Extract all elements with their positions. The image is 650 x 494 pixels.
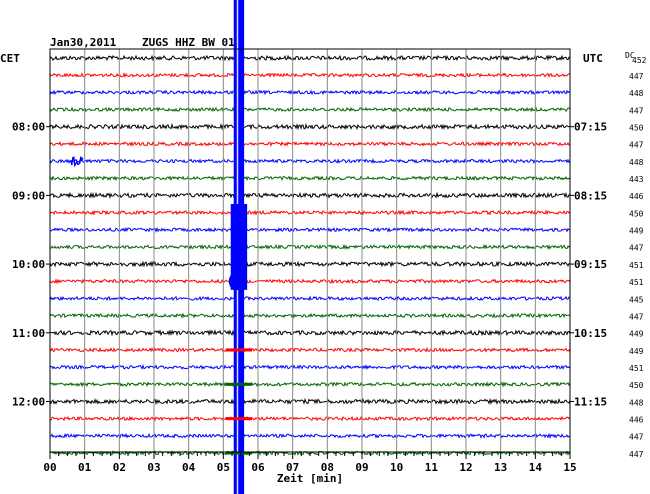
trace-row-4 bbox=[49, 106, 571, 113]
x-tick-label: 07 bbox=[286, 461, 299, 474]
left-time-label: 09:00 bbox=[12, 189, 45, 202]
left-time-label: 11:00 bbox=[12, 327, 45, 340]
dc-label: DC bbox=[625, 51, 635, 60]
dc-value: 445 bbox=[629, 295, 644, 304]
trace-row-22 bbox=[49, 415, 571, 422]
trace-row-19 bbox=[49, 363, 571, 371]
event-row-bleed-19 bbox=[225, 382, 253, 386]
x-tick-label: 13 bbox=[494, 461, 507, 474]
dc-value: 450 bbox=[629, 209, 644, 218]
header-station: ZUGS HHZ BW 01 bbox=[142, 36, 235, 49]
dc-value: 451 bbox=[629, 278, 644, 287]
trace-row-18 bbox=[49, 346, 571, 353]
axes-layer bbox=[46, 48, 574, 459]
dc-value: 447 bbox=[629, 312, 644, 321]
dc-value: 451 bbox=[629, 364, 644, 373]
x-tick-label: 11 bbox=[425, 461, 439, 474]
dc-value: 447 bbox=[629, 106, 644, 115]
x-tick-label: 15 bbox=[563, 461, 576, 474]
dc-value: 443 bbox=[629, 175, 644, 184]
x-tick-label: 08 bbox=[321, 461, 334, 474]
dc-value: 446 bbox=[629, 192, 644, 201]
trace-row-7 bbox=[49, 158, 571, 164]
trace-row-17 bbox=[49, 329, 571, 337]
dc-value: 452 bbox=[632, 56, 647, 65]
dc-value: 448 bbox=[629, 158, 644, 167]
x-tick-label: 01 bbox=[78, 461, 92, 474]
right-time-label: 10:15 bbox=[574, 327, 607, 340]
dc-value: 449 bbox=[629, 347, 644, 356]
left-timezone-label: CET bbox=[0, 52, 20, 65]
dc-value: 447 bbox=[629, 141, 644, 150]
header-date: Jan30,2011 bbox=[50, 36, 117, 49]
dc-value: 447 bbox=[629, 244, 644, 253]
x-tick-label: 14 bbox=[529, 461, 543, 474]
trace-row-23 bbox=[49, 432, 571, 439]
trace-row-1 bbox=[49, 54, 571, 62]
event-layer bbox=[225, 0, 253, 494]
trace-row-11 bbox=[50, 226, 571, 233]
x-tick-label: 12 bbox=[459, 461, 472, 474]
x-tick-label: 04 bbox=[182, 461, 196, 474]
right-time-label: 08:15 bbox=[574, 189, 607, 202]
x-tick-label: 10 bbox=[390, 461, 403, 474]
right-time-label: 07:15 bbox=[574, 121, 607, 134]
dc-value: 447 bbox=[629, 433, 644, 442]
labels-layer: 00 01 02 03 04 05 06 07 08 09 10 11 12 13 14 15 08:00 09:… bbox=[12, 56, 647, 474]
dc-value: 446 bbox=[629, 415, 644, 424]
trace-row-3 bbox=[49, 89, 571, 96]
trace-row-13 bbox=[49, 260, 571, 268]
left-time-label: 10:00 bbox=[12, 258, 45, 271]
trace-row-6 bbox=[49, 140, 571, 147]
event-row-bleed-23 bbox=[225, 451, 253, 455]
trace-row-5 bbox=[49, 122, 571, 131]
dc-value: 450 bbox=[629, 124, 644, 133]
trace-row-8 bbox=[49, 175, 571, 182]
dc-value: 451 bbox=[629, 261, 644, 270]
x-tick-label: 02 bbox=[113, 461, 126, 474]
dc-value: 450 bbox=[629, 381, 644, 390]
trace-row-10 bbox=[49, 209, 571, 216]
right-time-label: 09:15 bbox=[574, 258, 607, 271]
x-tick-label: 00 bbox=[43, 461, 56, 474]
trace-row-15 bbox=[49, 295, 571, 302]
dc-value: 448 bbox=[629, 89, 644, 98]
left-time-label: 08:00 bbox=[12, 121, 45, 134]
trace-row-21 bbox=[49, 397, 571, 406]
dc-value: 447 bbox=[629, 72, 644, 81]
x-tick-label: 03 bbox=[147, 461, 160, 474]
x-tick-label: 09 bbox=[355, 461, 368, 474]
trace-row-12 bbox=[49, 243, 571, 250]
small-event-burst bbox=[70, 156, 84, 168]
x-tick-label: 06 bbox=[251, 461, 265, 474]
left-time-label: 12:00 bbox=[12, 395, 45, 408]
dc-value: 449 bbox=[629, 330, 644, 339]
x-axis-label: Zeit [min] bbox=[277, 472, 343, 485]
dc-value: 449 bbox=[629, 227, 644, 236]
trace-row-14 bbox=[49, 278, 571, 285]
traces-layer bbox=[49, 54, 571, 456]
grid-layer bbox=[84, 49, 536, 452]
trace-row-9 bbox=[49, 191, 571, 200]
trace-row-2 bbox=[49, 72, 570, 79]
event-row-bleed-17 bbox=[225, 348, 253, 352]
right-time-label: 11:15 bbox=[574, 395, 607, 408]
right-timezone-label: UTC bbox=[583, 52, 603, 65]
trace-row-16 bbox=[49, 312, 571, 319]
dc-value: 447 bbox=[629, 450, 644, 459]
event-strong-section bbox=[230, 203, 248, 290]
x-tick-label: 05 bbox=[217, 461, 230, 474]
trace-row-20 bbox=[49, 381, 571, 388]
event-row-bleed-21 bbox=[225, 417, 253, 421]
dc-value: 448 bbox=[629, 398, 644, 407]
